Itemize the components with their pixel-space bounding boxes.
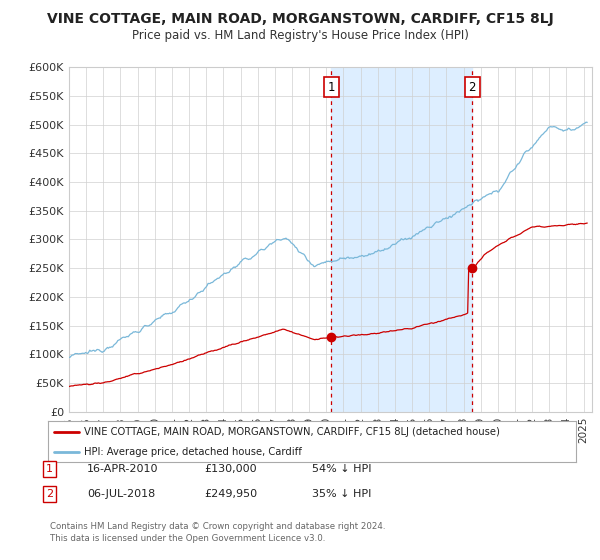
- Text: 06-JUL-2018: 06-JUL-2018: [87, 489, 155, 499]
- Text: 54% ↓ HPI: 54% ↓ HPI: [312, 464, 371, 474]
- Text: VINE COTTAGE, MAIN ROAD, MORGANSTOWN, CARDIFF, CF15 8LJ (detached house): VINE COTTAGE, MAIN ROAD, MORGANSTOWN, CA…: [84, 427, 500, 437]
- Text: 16-APR-2010: 16-APR-2010: [87, 464, 158, 474]
- Text: 2: 2: [469, 81, 476, 94]
- Text: £130,000: £130,000: [204, 464, 257, 474]
- Bar: [331, 67, 472, 412]
- Text: 1: 1: [328, 81, 335, 94]
- Text: HPI: Average price, detached house, Cardiff: HPI: Average price, detached house, Card…: [84, 447, 302, 457]
- Text: 35% ↓ HPI: 35% ↓ HPI: [312, 489, 371, 499]
- Text: 1: 1: [46, 464, 53, 474]
- Text: Contains HM Land Registry data © Crown copyright and database right 2024.
This d: Contains HM Land Registry data © Crown c…: [50, 522, 385, 543]
- Text: Price paid vs. HM Land Registry's House Price Index (HPI): Price paid vs. HM Land Registry's House …: [131, 29, 469, 42]
- Text: 2: 2: [46, 489, 53, 499]
- Text: VINE COTTAGE, MAIN ROAD, MORGANSTOWN, CARDIFF, CF15 8LJ: VINE COTTAGE, MAIN ROAD, MORGANSTOWN, CA…: [47, 12, 553, 26]
- Text: £249,950: £249,950: [204, 489, 257, 499]
